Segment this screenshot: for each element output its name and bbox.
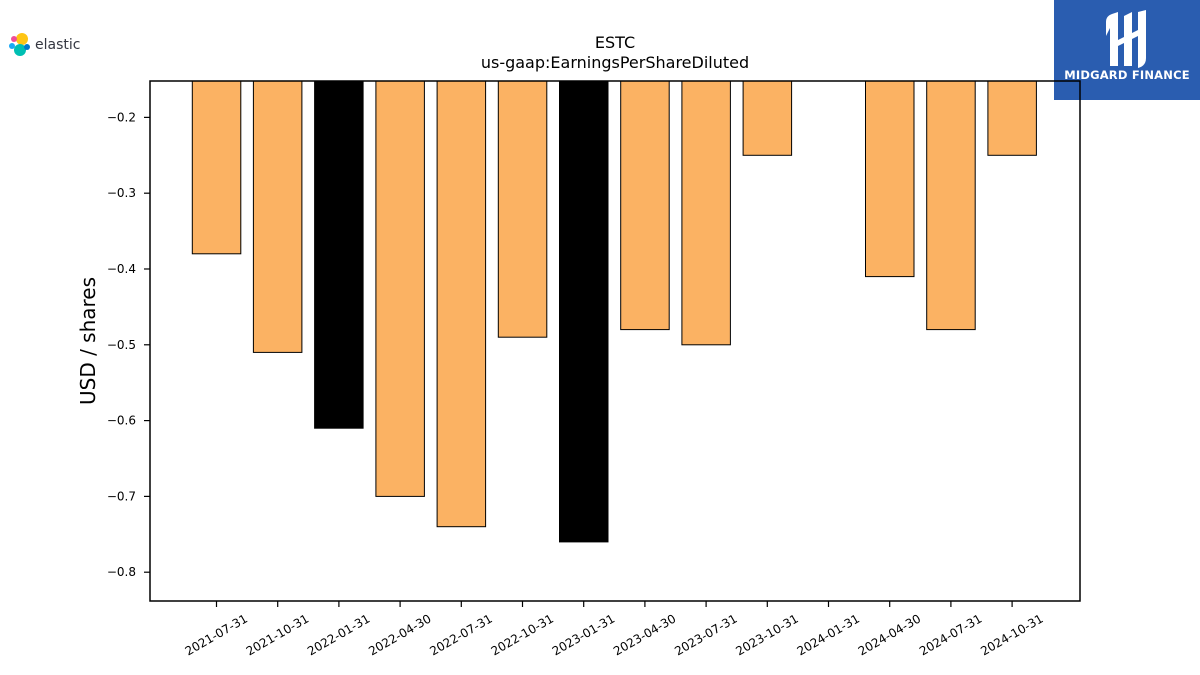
bar-2024-10-31	[987, 80, 1037, 156]
bar-2023-10-31	[742, 80, 793, 156]
midgard-logo-icon	[1106, 10, 1146, 68]
chart-title: ESTC	[595, 33, 635, 52]
bar-2022-01-31	[314, 80, 364, 429]
bar-2024-04-30	[865, 80, 915, 278]
x-tick-label: 2021-10-31	[244, 611, 311, 658]
bar-2023-07-31	[681, 80, 731, 346]
x-tick-label: 2023-04-30	[611, 611, 678, 658]
bar-2021-10-31	[252, 80, 303, 353]
plot-frame	[149, 80, 1081, 602]
elastic-logo: elastic	[8, 32, 80, 58]
elastic-logo-icon	[9, 33, 30, 56]
elastic-logo-text: elastic	[35, 37, 81, 53]
midgard-finance-logo: MIDGARD FINANCE	[1054, 0, 1200, 100]
chart-subtitle: us-gaap:EarningsPerShareDiluted	[481, 53, 749, 72]
x-tick-label: 2021-07-31	[183, 611, 250, 658]
y-ticks-group: −0.2 −0.3 −0.4 −0.5 −0.6 −0.7 −0.8	[107, 110, 150, 579]
x-tick-label: 2022-01-31	[305, 611, 372, 658]
bar-2021-07-31	[191, 80, 242, 255]
midgard-logo-text: MIDGARD FINANCE	[1064, 68, 1190, 82]
bars-group	[191, 80, 1037, 543]
y-tick-label: −0.3	[107, 186, 136, 200]
bar-2023-04-30	[620, 80, 670, 331]
bar-2023-01-31	[559, 80, 609, 543]
x-ticks-group: 2021-07-312021-10-312022-01-312022-04-30…	[183, 601, 1046, 658]
x-tick-label: 2022-04-30	[366, 611, 433, 658]
y-tick-label: −0.5	[107, 338, 136, 352]
y-tick-label: −0.2	[107, 110, 136, 124]
y-tick-label: −0.4	[107, 262, 136, 276]
bar-2024-07-31	[926, 80, 976, 331]
bar-2022-07-31	[436, 80, 487, 528]
x-tick-label: 2024-01-31	[795, 611, 862, 658]
y-tick-label: −0.7	[107, 489, 136, 503]
y-tick-label: −0.8	[107, 565, 136, 579]
x-tick-label: 2022-07-31	[427, 611, 494, 658]
x-tick-label: 2024-04-30	[856, 611, 923, 658]
x-tick-label: 2024-10-31	[978, 611, 1045, 658]
x-tick-label: 2023-01-31	[550, 611, 617, 658]
y-tick-label: −0.6	[107, 414, 136, 428]
y-axis-label: USD / shares	[76, 277, 100, 405]
x-tick-label: 2023-07-31	[672, 611, 739, 658]
x-tick-label: 2022-10-31	[489, 611, 556, 658]
x-tick-label: 2023-10-31	[733, 611, 800, 658]
x-tick-label: 2024-07-31	[917, 611, 984, 658]
bar-2022-04-30	[375, 80, 425, 497]
bar-2022-10-31	[497, 80, 548, 338]
